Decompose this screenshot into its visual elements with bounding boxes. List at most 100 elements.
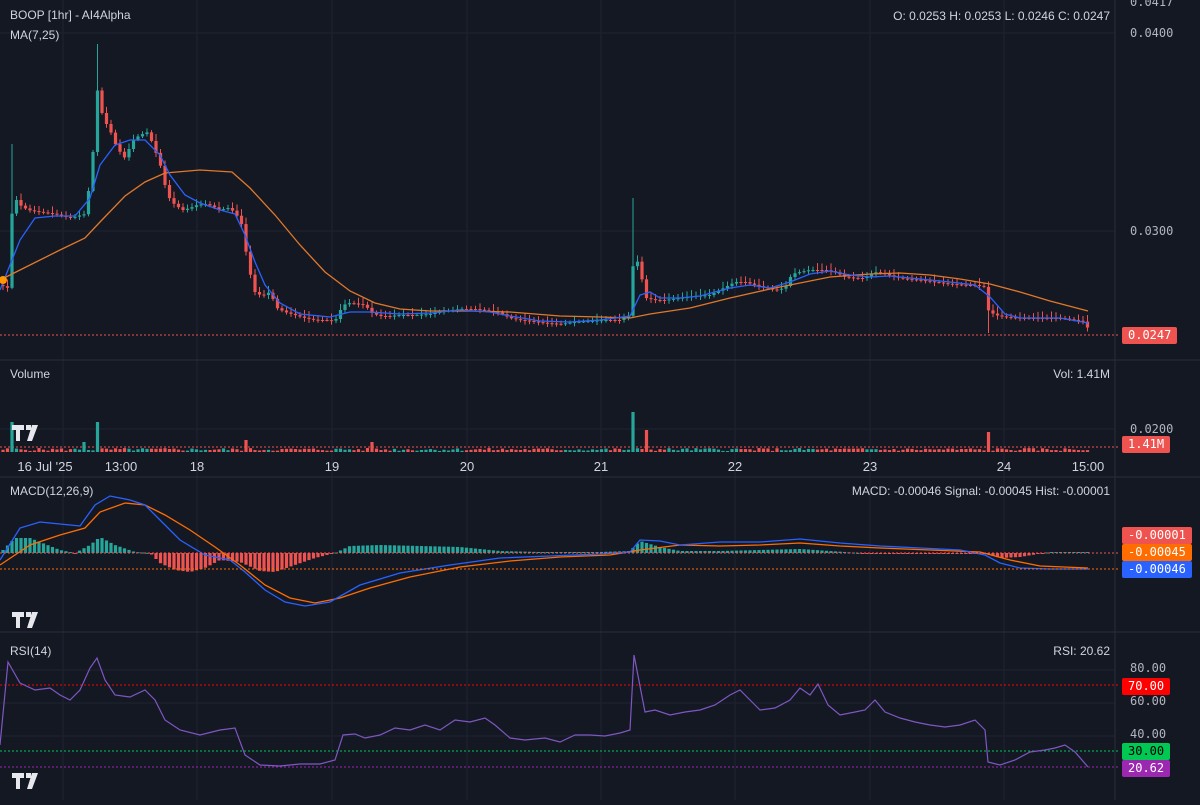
volume-bar — [473, 449, 478, 452]
macd-hist-bar — [19, 538, 23, 553]
candle-body — [1, 285, 5, 287]
volume-bar — [635, 448, 640, 452]
candle-body — [1085, 321, 1090, 328]
tradingview-logo-icon[interactable] — [12, 773, 42, 789]
candle-body — [370, 307, 374, 313]
candle-body — [298, 315, 302, 317]
macd-hist-bar — [532, 551, 536, 553]
candle-body — [487, 310, 491, 312]
volume-bar — [365, 448, 370, 452]
volume-bar — [167, 448, 172, 452]
volume-bar — [901, 449, 905, 452]
candle-body — [122, 151, 127, 158]
volume-bar — [86, 450, 91, 452]
candle-body — [986, 286, 991, 311]
volume-bar — [433, 449, 437, 452]
tradingview-logo-icon[interactable] — [12, 612, 42, 628]
macd-hist-bar — [109, 542, 113, 553]
volume-bar — [154, 448, 158, 452]
candle-body — [815, 270, 820, 271]
macd-hist-bar — [658, 547, 662, 553]
volume-label[interactable]: Volume — [10, 367, 51, 381]
volume-readout: Vol: 1.41M — [1053, 367, 1110, 381]
volume-bar — [685, 448, 689, 452]
volume-bar — [280, 448, 284, 452]
candle-body — [406, 315, 410, 316]
candle-body — [563, 323, 568, 325]
rsi-line — [0, 654, 1089, 768]
candle-body — [901, 277, 905, 279]
macd-hist-bar — [1004, 553, 1009, 558]
ma-fast-line — [0, 139, 1089, 324]
volume-bar — [100, 448, 104, 452]
candle-body — [545, 322, 550, 324]
volume-bar — [824, 448, 829, 452]
macd-label[interactable]: MACD(12,26,9) — [10, 484, 94, 498]
candle-body — [55, 213, 59, 215]
volume-bar — [514, 449, 518, 452]
macd-hist-bar — [743, 550, 748, 553]
volume-bar — [248, 448, 253, 452]
tradingview-logo-icon[interactable] — [12, 425, 42, 441]
candle-body — [86, 191, 91, 215]
macd-hist-bar — [991, 553, 995, 556]
volume-bar — [325, 450, 329, 452]
candle-body — [914, 279, 919, 281]
candle-body — [46, 212, 50, 214]
volume-bar — [316, 449, 320, 452]
candle-body — [653, 299, 658, 301]
volume-bar — [10, 422, 14, 452]
volume-bar — [122, 448, 127, 452]
candle-body — [100, 90, 104, 113]
volume-bar — [748, 449, 752, 452]
volume-bar — [73, 448, 77, 452]
volume-bar — [392, 448, 397, 452]
macd-hist-bar — [937, 553, 941, 554]
macd-hist-bar — [865, 553, 869, 554]
macd-hist-bar — [514, 551, 518, 553]
candle-body — [851, 277, 856, 279]
candle-body — [905, 278, 910, 280]
candle-body — [50, 213, 55, 215]
volume-bar — [1045, 448, 1049, 452]
candle-body — [424, 314, 428, 316]
candle-body — [104, 113, 109, 124]
rsi-label[interactable]: RSI(14) — [10, 644, 52, 658]
candle-body — [586, 321, 590, 323]
candle-body — [226, 208, 230, 210]
volume-bar — [581, 450, 586, 452]
macd-hist-bar — [82, 548, 86, 553]
candle-body — [239, 215, 244, 225]
candle-body — [937, 281, 941, 283]
candle-body — [307, 317, 311, 319]
candle-body — [797, 272, 802, 274]
macd-hist-bar — [824, 550, 829, 553]
macd-hist-bar — [505, 551, 509, 553]
candle-body — [595, 320, 599, 322]
volume-bar — [442, 449, 446, 452]
macd-hist-bar — [77, 550, 82, 553]
macd-hist-bar — [1045, 552, 1049, 554]
candle-body — [217, 207, 221, 210]
macd-hist-bar — [37, 541, 41, 553]
volume-bar — [203, 449, 208, 452]
macd-hist-bar — [797, 549, 802, 553]
volume-bar — [752, 450, 757, 452]
macd-hist-bar — [329, 553, 334, 554]
candle-body — [509, 316, 514, 319]
macd-hist-bar — [716, 551, 721, 553]
ma-indicator-label[interactable]: MA(7,25) — [10, 28, 60, 42]
volume-bar — [568, 450, 572, 452]
volume-bar — [163, 448, 167, 452]
candle-body — [343, 304, 347, 310]
macd-hist-bar — [676, 550, 680, 553]
macd-hist-bar — [712, 551, 716, 553]
macd-hist-bar — [806, 549, 811, 553]
candle-body — [608, 320, 613, 321]
macd-hist-bar — [653, 545, 658, 553]
macd-hist-bar — [248, 553, 253, 567]
macd-hist-bar — [613, 551, 617, 553]
volume-bar — [50, 448, 55, 452]
